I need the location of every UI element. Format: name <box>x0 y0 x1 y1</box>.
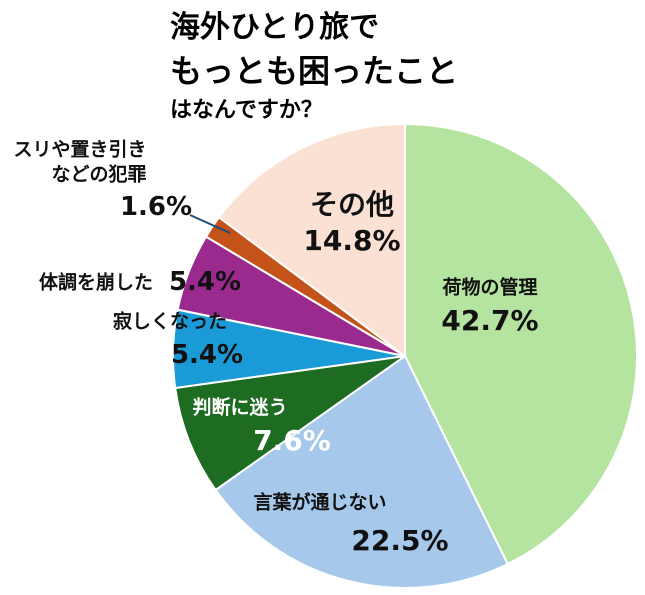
category-label: 荷物の管理 <box>442 276 538 299</box>
category-label: その他 <box>309 187 395 221</box>
value-label: 42.7% <box>441 303 539 337</box>
category-label: 判断に迷う <box>192 396 288 419</box>
pie-slice <box>214 354 510 589</box>
pie-slice <box>217 122 406 358</box>
pie-slice <box>174 355 406 492</box>
chart-title: もっとも困ったこと <box>170 52 459 90</box>
category-label: 寂しくなった <box>112 310 228 333</box>
pie-slice <box>404 122 638 566</box>
value-label: 5.4% <box>170 340 244 371</box>
category-label: 言葉が通じない <box>253 491 387 514</box>
category-label: 体調を崩した <box>38 271 154 294</box>
chart-title: はなんですか？ <box>170 98 323 123</box>
value-label: 1.6% <box>119 192 193 223</box>
value-label: 14.8% <box>303 223 401 257</box>
category-label: スリや置き引き などの犯罪 <box>13 138 147 185</box>
value-label: 22.5% <box>351 523 449 557</box>
chart-title: 海外ひとり旅で <box>170 10 380 45</box>
leader-line <box>189 214 231 234</box>
value-label: 7.6% <box>253 423 331 457</box>
value-label: 5.4% <box>168 267 242 298</box>
